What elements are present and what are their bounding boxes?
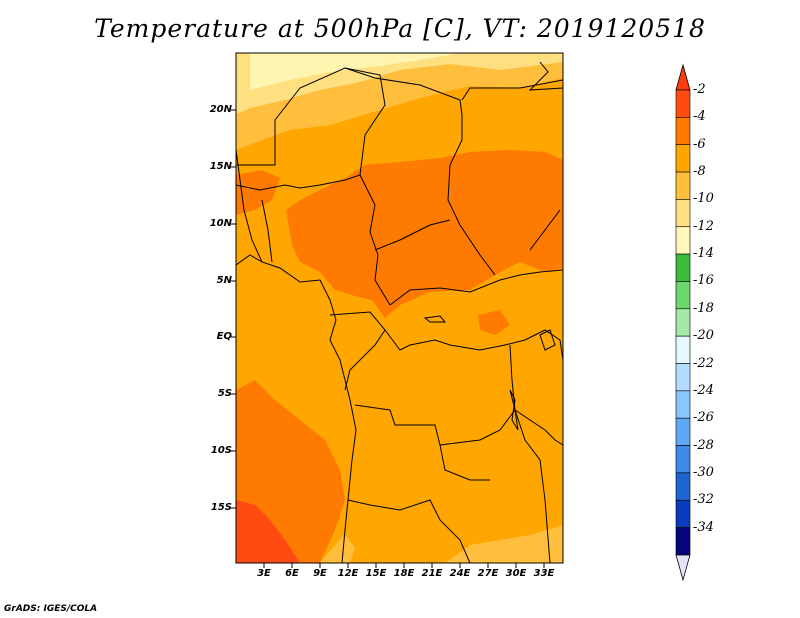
colorbar-segment [675, 335, 691, 364]
lon-label: 9E [313, 568, 327, 579]
colorbar-segment [675, 117, 691, 145]
lon-label: 33E [533, 568, 555, 579]
colorbar-segment [675, 281, 691, 310]
colorbar-segment [675, 308, 691, 337]
colorbar-segment [675, 417, 691, 446]
colorbar-label: -18 [693, 300, 714, 316]
colorbar-segment [675, 144, 691, 173]
colorbar-segment [675, 472, 691, 501]
lat-label: 20N [209, 104, 232, 115]
colorbar-label: -20 [693, 328, 714, 344]
border [235, 254, 263, 266]
lon-label: 21E [421, 568, 443, 579]
colorbar-label: -26 [693, 410, 714, 426]
field-coolest-north-2 [250, 53, 460, 90]
colorbar-segment [675, 226, 691, 255]
colorbar-label: -14 [693, 246, 714, 262]
colorbar-label: -16 [693, 273, 714, 289]
colorbar-label: -4 [693, 109, 706, 125]
lake [509, 389, 519, 431]
colorbar-label: -12 [693, 218, 714, 234]
field-warm-sahel [286, 150, 563, 318]
lon-label: 24E [449, 568, 471, 579]
border [461, 79, 564, 101]
colorbar-label: -8 [693, 164, 706, 180]
field-warmest-southwest [236, 500, 300, 563]
border [329, 311, 386, 391]
coastline [235, 149, 357, 564]
chart-title: Temperature at 500hPa [C], VT: 201912051… [94, 14, 706, 43]
border [439, 409, 516, 446]
border [354, 404, 490, 481]
lon-label: 15E [365, 568, 387, 579]
colorbar-segment [675, 363, 691, 392]
lat-label: 10S [210, 445, 232, 456]
colorbar [675, 63, 691, 582]
lat-label: 15N [209, 161, 232, 172]
colorbar-top-arrow [675, 63, 691, 91]
border [347, 499, 471, 564]
colorbar-segment [675, 89, 691, 118]
field-warm-west [236, 170, 280, 215]
colorbar-segment [675, 253, 691, 282]
colorbar-segment [675, 527, 691, 556]
lat-label: 15S [210, 502, 232, 513]
temperature-field [236, 53, 563, 563]
colorbar-label: -34 [693, 519, 714, 535]
lon-label: 30E [505, 568, 527, 579]
colorbar-label: -30 [693, 464, 714, 480]
colorbar-label: -24 [693, 382, 714, 398]
colorbar-segment [675, 199, 691, 228]
border [524, 329, 564, 361]
boundaries [235, 61, 564, 564]
border [235, 174, 361, 191]
colorbar-segment [675, 390, 691, 419]
border [529, 209, 561, 251]
border [514, 409, 564, 446]
lon-label: 18E [393, 568, 415, 579]
field-warm-patch [478, 310, 510, 335]
lon-label: 27E [477, 568, 499, 579]
colorbar-label: -32 [693, 492, 714, 508]
colorbar-label: -2 [693, 82, 706, 97]
lat-label: EQ [216, 331, 232, 342]
border [374, 219, 451, 251]
lon-label: 6E [285, 568, 299, 579]
colorbar-label: -28 [693, 437, 714, 453]
colorbar-segment [675, 171, 691, 200]
border [528, 61, 564, 91]
border [384, 329, 526, 351]
border [236, 67, 391, 306]
field-cool-south-2 [445, 525, 563, 563]
colorbar-label: -22 [693, 355, 714, 371]
lake [539, 329, 556, 351]
colorbar-segment [675, 445, 691, 474]
axis-ticks [231, 109, 545, 568]
map-frame [235, 52, 564, 564]
border [261, 199, 273, 263]
colorbar-label: -6 [693, 136, 706, 152]
lon-label: 3E [257, 568, 271, 579]
border [344, 67, 496, 276]
lat-label: 5S [217, 388, 232, 399]
lat-label: 10N [209, 218, 232, 229]
colorbar-label: -10 [693, 191, 714, 207]
credit-text: GrADS: IGES/COLA [4, 604, 98, 614]
lon-label: 12E [337, 568, 359, 579]
field-cool-south [320, 535, 355, 563]
border [509, 344, 551, 564]
lake [423, 315, 447, 323]
colorbar-segment [675, 499, 691, 528]
border [389, 269, 564, 306]
lat-label: 5N [216, 275, 232, 286]
colorbar-bottom-arrow [675, 554, 691, 582]
